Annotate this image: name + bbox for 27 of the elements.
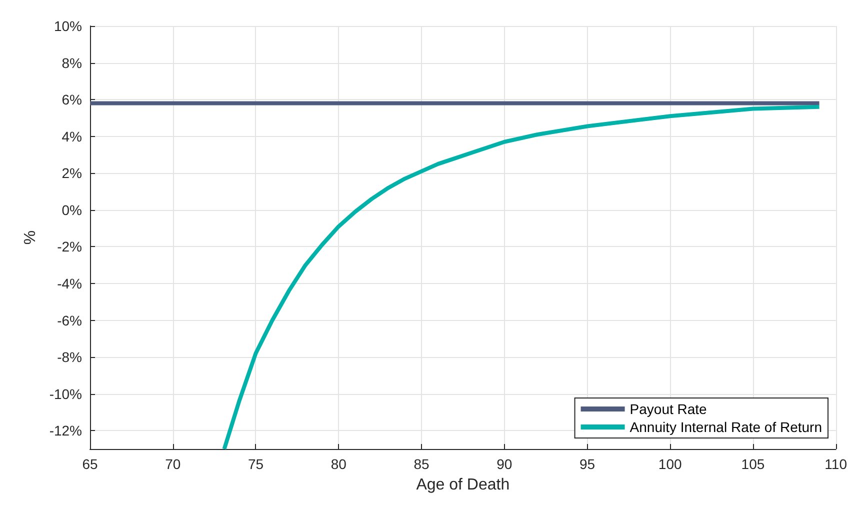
- x-tick-label: 95: [579, 456, 596, 472]
- x-tick-label: 80: [330, 456, 347, 472]
- y-tick-label: 8%: [62, 54, 82, 71]
- x-tick-label: 75: [248, 456, 264, 472]
- x-tick-label: 105: [741, 456, 765, 472]
- legend-label: Annuity Internal Rate of Return: [630, 419, 822, 435]
- y-tick-label: -8%: [57, 349, 82, 366]
- y-tick-label: 0%: [62, 202, 82, 218]
- y-tick-label: -6%: [57, 312, 82, 328]
- y-tick-label: 4%: [62, 128, 82, 144]
- y-tick-label: 10%: [54, 18, 82, 34]
- x-tick-label: 70: [165, 456, 181, 472]
- x-tick-label: 100: [658, 456, 682, 472]
- y-tick-label: -10%: [49, 386, 82, 402]
- legend-label: Payout Rate: [630, 401, 708, 417]
- x-tick-label: 85: [414, 456, 430, 472]
- y-tick-label: -12%: [49, 422, 82, 439]
- x-tick-label: 65: [82, 456, 98, 472]
- y-axis-title: %: [22, 230, 39, 245]
- x-axis-title: Age of Death: [416, 476, 510, 494]
- x-tick-label: 90: [496, 456, 512, 472]
- y-tick-label: -4%: [57, 275, 82, 292]
- y-tick-label: -2%: [57, 238, 82, 255]
- y-tick-label: 6%: [62, 92, 82, 108]
- line-series: [222, 104, 822, 451]
- x-tick-label: 110: [824, 456, 848, 472]
- y-tick-label: 2%: [62, 165, 82, 182]
